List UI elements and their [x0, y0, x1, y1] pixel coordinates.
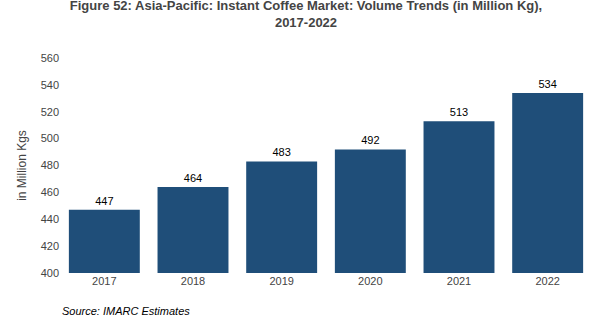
svg-text:440: 440: [41, 213, 59, 225]
svg-text:560: 560: [41, 52, 59, 64]
svg-text:483: 483: [272, 146, 290, 158]
svg-text:in Million Kgs: in Million Kgs: [15, 130, 29, 201]
svg-text:420: 420: [41, 240, 59, 252]
svg-text:534: 534: [538, 78, 556, 90]
svg-text:480: 480: [41, 159, 59, 171]
svg-text:2022: 2022: [535, 275, 559, 287]
svg-text:2021: 2021: [447, 275, 471, 287]
svg-text:500: 500: [41, 132, 59, 144]
svg-text:492: 492: [361, 134, 379, 146]
svg-text:447: 447: [95, 195, 113, 207]
svg-text:2017: 2017: [92, 275, 116, 287]
svg-text:2019: 2019: [269, 275, 293, 287]
svg-text:520: 520: [41, 106, 59, 118]
svg-text:540: 540: [41, 79, 59, 91]
svg-text:Figure 52: Asia-Pacific: Insta: Figure 52: Asia-Pacific: Instant Coffee …: [70, 0, 542, 30]
svg-text:Source: IMARC Estimates: Source: IMARC Estimates: [62, 305, 190, 317]
svg-text:2020: 2020: [358, 275, 382, 287]
svg-text:464: 464: [184, 172, 202, 184]
svg-text:2018: 2018: [181, 275, 205, 287]
svg-text:460: 460: [41, 186, 59, 198]
svg-text:513: 513: [450, 106, 468, 118]
svg-text:400: 400: [41, 267, 59, 279]
